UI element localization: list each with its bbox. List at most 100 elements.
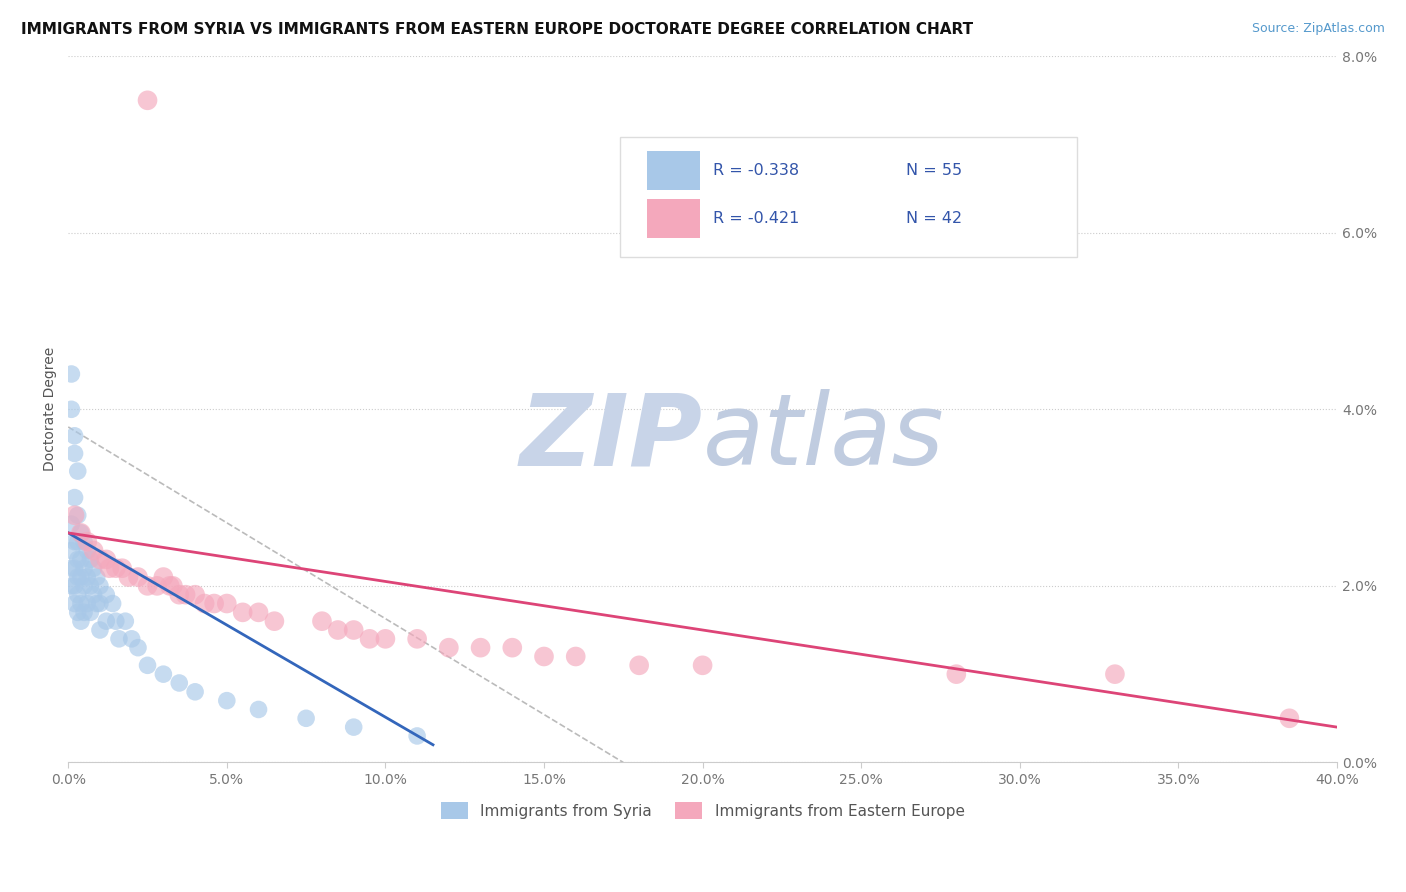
FancyBboxPatch shape — [647, 199, 700, 238]
Text: atlas: atlas — [703, 389, 945, 486]
Point — [63, 534, 86, 549]
Point — [66, 605, 89, 619]
Point — [326, 623, 349, 637]
Point — [66, 464, 89, 478]
Point — [89, 623, 111, 637]
Point — [63, 597, 86, 611]
Point — [96, 552, 118, 566]
Point — [89, 597, 111, 611]
Point — [628, 658, 651, 673]
Point — [174, 588, 197, 602]
Point — [70, 614, 93, 628]
Point — [202, 597, 225, 611]
Point — [89, 552, 111, 566]
Point — [136, 579, 159, 593]
Point — [83, 543, 105, 558]
FancyBboxPatch shape — [647, 151, 700, 190]
Point — [76, 543, 98, 558]
Point — [406, 729, 429, 743]
Point — [114, 614, 136, 628]
Point — [66, 508, 89, 523]
Text: N = 42: N = 42 — [905, 211, 962, 226]
Point — [343, 720, 366, 734]
Point — [98, 561, 121, 575]
Point — [79, 605, 101, 619]
Text: R = -0.338: R = -0.338 — [713, 163, 799, 178]
Legend: Immigrants from Syria, Immigrants from Eastern Europe: Immigrants from Syria, Immigrants from E… — [434, 796, 970, 825]
Point — [108, 632, 131, 646]
Point — [184, 685, 207, 699]
Point — [86, 570, 108, 584]
Point — [1104, 667, 1126, 681]
Point — [66, 588, 89, 602]
Point — [311, 614, 333, 628]
Point — [692, 658, 714, 673]
Point — [152, 570, 174, 584]
Point — [70, 570, 93, 584]
Point — [101, 597, 124, 611]
Point — [152, 667, 174, 681]
Point — [564, 649, 586, 664]
Point — [215, 597, 238, 611]
Point — [66, 534, 89, 549]
Point — [232, 605, 254, 619]
Point — [79, 579, 101, 593]
Point — [136, 93, 159, 107]
Point — [96, 588, 118, 602]
Point — [533, 649, 555, 664]
Point — [96, 614, 118, 628]
Point — [70, 525, 93, 540]
Point — [127, 570, 149, 584]
Point — [66, 552, 89, 566]
Point — [83, 588, 105, 602]
Text: N = 55: N = 55 — [905, 163, 962, 178]
Point — [60, 543, 83, 558]
Point — [86, 597, 108, 611]
Point — [73, 605, 96, 619]
Point — [167, 676, 190, 690]
Point — [359, 632, 381, 646]
Point — [79, 552, 101, 566]
Point — [60, 579, 83, 593]
Point — [60, 402, 83, 417]
Point — [470, 640, 492, 655]
Point — [501, 640, 523, 655]
Point — [1278, 711, 1301, 725]
Point — [70, 552, 93, 566]
Point — [63, 579, 86, 593]
Point — [63, 508, 86, 523]
Point — [184, 588, 207, 602]
Point — [70, 597, 93, 611]
Point — [117, 570, 139, 584]
Point — [162, 579, 184, 593]
Text: ZIP: ZIP — [520, 389, 703, 486]
Point — [111, 561, 134, 575]
Point — [83, 561, 105, 575]
Point — [437, 640, 460, 655]
Point — [146, 579, 169, 593]
Point — [89, 579, 111, 593]
Point — [63, 561, 86, 575]
Point — [374, 632, 396, 646]
Text: R = -0.421: R = -0.421 — [713, 211, 799, 226]
Point — [60, 367, 83, 381]
FancyBboxPatch shape — [620, 137, 1077, 258]
Point — [76, 597, 98, 611]
Point — [63, 429, 86, 443]
Point — [406, 632, 429, 646]
Point — [104, 614, 127, 628]
Point — [76, 570, 98, 584]
Point — [263, 614, 285, 628]
Point — [66, 570, 89, 584]
Point — [121, 632, 143, 646]
Point — [63, 446, 86, 460]
Point — [945, 667, 967, 681]
Point — [127, 640, 149, 655]
Text: Source: ZipAtlas.com: Source: ZipAtlas.com — [1251, 22, 1385, 36]
Y-axis label: Doctorate Degree: Doctorate Degree — [44, 347, 58, 472]
Point — [215, 693, 238, 707]
Text: IMMIGRANTS FROM SYRIA VS IMMIGRANTS FROM EASTERN EUROPE DOCTORATE DEGREE CORRELA: IMMIGRANTS FROM SYRIA VS IMMIGRANTS FROM… — [21, 22, 973, 37]
Point — [343, 623, 366, 637]
Point — [159, 579, 181, 593]
Point — [194, 597, 217, 611]
